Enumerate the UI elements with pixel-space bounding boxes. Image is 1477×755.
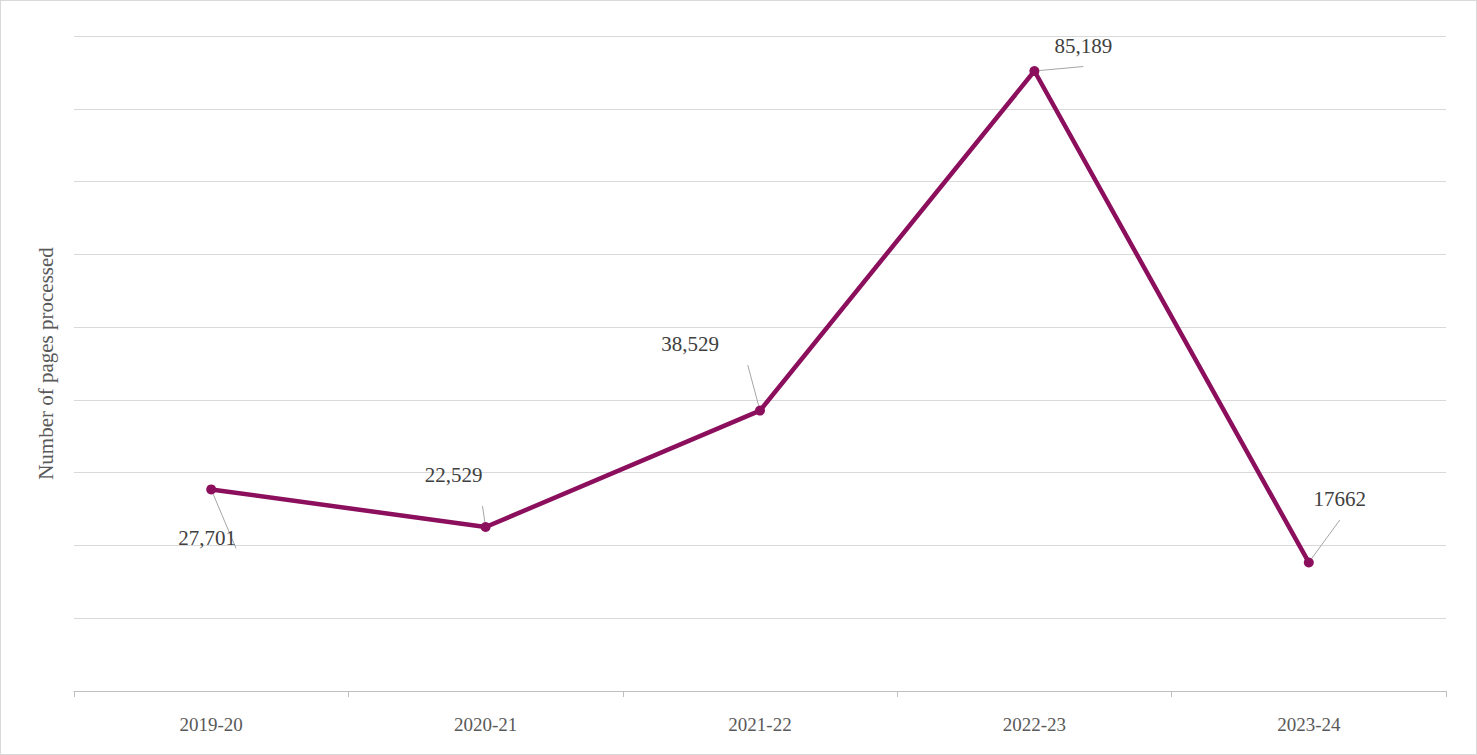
- svg-text:27,701: 27,701: [178, 526, 236, 550]
- svg-text:22,529: 22,529: [425, 463, 483, 487]
- svg-text:2019-20: 2019-20: [180, 714, 243, 735]
- svg-text:2022-23: 2022-23: [1003, 714, 1066, 735]
- svg-text:2023-24: 2023-24: [1277, 714, 1341, 735]
- svg-text:85,189: 85,189: [1055, 34, 1113, 58]
- svg-text:2020-21: 2020-21: [454, 714, 517, 735]
- svg-text:2021-22: 2021-22: [728, 714, 791, 735]
- svg-text:Number of pages processed: Number of pages processed: [34, 247, 58, 480]
- svg-text:38,529: 38,529: [661, 332, 719, 356]
- svg-text:17662: 17662: [1314, 487, 1367, 511]
